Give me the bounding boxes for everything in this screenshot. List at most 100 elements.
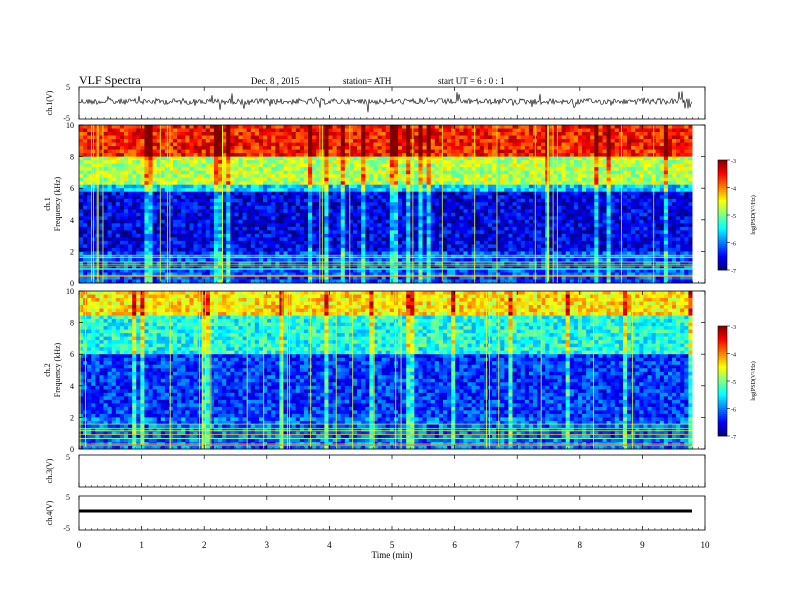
- spectrogram-cell: [181, 153, 186, 157]
- spectrogram-cell: [238, 195, 243, 200]
- spectrogram-cell: [381, 202, 387, 207]
- spectrogram-cell: [434, 195, 440, 200]
- spectrogram-cell: [287, 198, 293, 203]
- spectrogram-cell: [103, 272, 109, 277]
- spectrogram-cell: [393, 135, 399, 140]
- spectrogram-cell: [218, 174, 223, 179]
- spectrogram-cell: [258, 135, 264, 140]
- spectrogram-cell: [250, 153, 256, 157]
- spectrogram-cell: [279, 156, 284, 161]
- spectrogram-cell: [111, 195, 117, 200]
- spectrogram-cell: [398, 132, 403, 136]
- spectrogram-cell: [197, 181, 203, 186]
- spectrogram-cell: [99, 191, 104, 196]
- spectrogram-cell: [459, 275, 464, 280]
- spectrogram-cell: [385, 160, 391, 165]
- spectrogram-cell: [148, 275, 154, 280]
- spectrogram-cell: [193, 181, 199, 186]
- spectrogram-cell: [438, 230, 444, 235]
- spectrogram-cell: [152, 233, 158, 238]
- spectrogram-cell: [422, 258, 428, 263]
- spectrogram-cell: [316, 139, 321, 143]
- spectrogram-cell: [119, 226, 125, 231]
- spectrogram-cell: [79, 205, 84, 210]
- spectrogram-cell: [463, 149, 468, 154]
- spectrogram-cell: [479, 247, 485, 252]
- spectrogram-cell: [279, 268, 284, 273]
- spectrogram-cell: [512, 125, 518, 129]
- spectrogram-cell: [426, 258, 432, 263]
- spectrogram-cell: [402, 223, 407, 228]
- spectrogram-cell: [520, 279, 526, 284]
- spectrogram-cell: [160, 142, 166, 147]
- spectrogram-cell: [83, 146, 88, 150]
- spectrogram-cell: [103, 205, 109, 210]
- spectrogram-cell: [336, 212, 342, 217]
- spectrogram-cell: [218, 226, 223, 231]
- spectrogram-cell: [287, 247, 293, 252]
- spectrogram-cell: [459, 146, 464, 150]
- spectrogram-cell: [168, 146, 174, 150]
- spectrogram-cell: [430, 163, 436, 168]
- spectrogram-cell: [144, 181, 149, 186]
- spectrogram-cell: [479, 125, 485, 129]
- spectrogram-cell: [111, 188, 117, 193]
- spectrogram-cell: [447, 205, 452, 210]
- spectrogram-cell: [136, 279, 141, 284]
- spectrogram-cell: [414, 237, 419, 242]
- spectrogram-cell: [144, 191, 149, 196]
- spectrogram-cell: [275, 170, 280, 175]
- spectrogram-cell: [451, 212, 456, 217]
- spectrogram-cell: [111, 272, 117, 277]
- spectrogram-cell: [451, 240, 456, 245]
- spectrogram-cell: [238, 174, 243, 179]
- spectrogram-cell: [447, 272, 452, 277]
- spectrogram-cell: [443, 230, 448, 235]
- spectrogram-cell: [479, 128, 485, 133]
- spectrogram-cell: [295, 174, 301, 179]
- spectrogram-cell: [267, 184, 272, 189]
- spectrogram-cell: [475, 265, 481, 270]
- spectrogram-cell: [242, 177, 248, 182]
- spectrogram-cell: [283, 191, 288, 196]
- spectrogram-cell: [344, 156, 350, 161]
- spectrogram-cell: [230, 170, 235, 175]
- spectrogram-cell: [299, 139, 305, 143]
- spectrogram-cell: [271, 247, 276, 252]
- spectrogram-cell: [234, 177, 239, 182]
- spectrogram-cell: [385, 212, 391, 217]
- spectrogram-cell: [271, 226, 276, 231]
- spectrogram-cell: [443, 132, 448, 136]
- ch1-waveform-panel: 5 -5 ch.1(V): [45, 83, 706, 123]
- spectrogram-cell: [344, 226, 350, 231]
- spectrogram-cell: [406, 139, 411, 143]
- spectrogram-cell: [381, 135, 387, 140]
- spectrogram-cell: [140, 198, 145, 203]
- spectrogram-cell: [528, 237, 534, 242]
- spectrogram-cell: [479, 240, 485, 245]
- spectrogram-cell: [95, 125, 100, 129]
- spectrogram-cell: [123, 188, 129, 193]
- spectrogram-cell: [95, 142, 100, 147]
- spectrogram-cell: [344, 275, 350, 280]
- spectrogram-cell: [414, 244, 419, 249]
- spectrogram-cell: [144, 223, 149, 228]
- spectrogram-cell: [193, 153, 199, 157]
- spectrogram-cell: [119, 209, 125, 214]
- spectrogram-cell: [406, 188, 411, 193]
- spectrogram-cell: [242, 188, 248, 193]
- spectrogram-cell: [213, 153, 219, 157]
- spectrogram-cell: [357, 188, 362, 193]
- spectrogram-cell: [316, 233, 321, 238]
- spectrogram-cell: [434, 244, 440, 249]
- spectrogram-cell: [471, 198, 477, 203]
- spectrogram-cell: [336, 181, 342, 186]
- spectrogram-cell: [524, 219, 530, 224]
- spectrogram-cell: [414, 230, 419, 235]
- spectrogram-cell: [512, 202, 518, 207]
- spectrogram-cell: [263, 160, 268, 165]
- spectrogram-cell: [283, 195, 288, 200]
- spectrogram-cell: [365, 142, 370, 147]
- spectrogram-cell: [504, 125, 509, 129]
- spectrogram-cell: [156, 251, 162, 256]
